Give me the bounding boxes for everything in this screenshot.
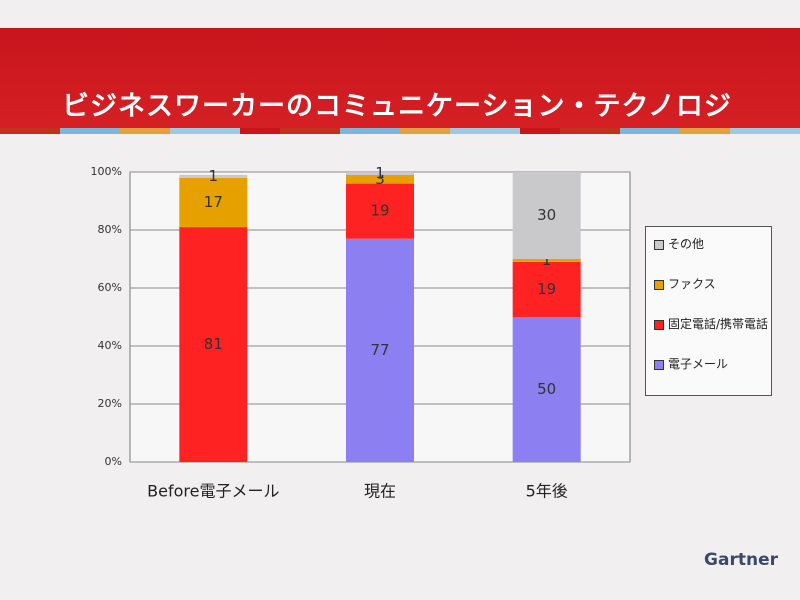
y-tick-label: 100% bbox=[91, 165, 122, 178]
data-label: 17 bbox=[204, 193, 223, 211]
legend-item: 電子メール bbox=[654, 357, 776, 372]
legend-item: 固定電話/携帯電話 bbox=[654, 317, 776, 332]
data-label: 19 bbox=[537, 280, 556, 298]
stripe bbox=[0, 128, 800, 134]
bar-segment bbox=[512, 259, 581, 262]
legend-label: その他 bbox=[668, 237, 705, 251]
bar-segment bbox=[346, 238, 414, 462]
logo: Gartner bbox=[704, 550, 778, 570]
legend-item: その他 bbox=[654, 237, 776, 252]
data-label: 81 bbox=[204, 335, 223, 353]
data-label: 30 bbox=[537, 206, 556, 224]
y-tick-label: 40% bbox=[98, 339, 122, 352]
x-tick-label: Before電子メール bbox=[147, 482, 279, 501]
bar-segment bbox=[512, 261, 581, 317]
legend-label: 電子メール bbox=[668, 357, 729, 371]
y-tick-label: 0% bbox=[105, 455, 122, 468]
data-label: 77 bbox=[370, 341, 389, 359]
data-label: 50 bbox=[537, 380, 556, 398]
legend-swatch bbox=[654, 280, 664, 290]
legend-swatch bbox=[654, 360, 664, 370]
y-tick-label: 80% bbox=[98, 223, 122, 236]
y-tick-label: 20% bbox=[98, 397, 122, 410]
x-tick-label: 5年後 bbox=[526, 482, 568, 501]
data-label: 19 bbox=[370, 202, 389, 220]
y-tick-label: 60% bbox=[98, 281, 122, 294]
bar-segment bbox=[346, 183, 414, 239]
bar-segment bbox=[179, 174, 248, 178]
data-label: 1 bbox=[375, 164, 385, 182]
bar-segment bbox=[346, 174, 414, 184]
bar-segment bbox=[346, 172, 414, 175]
x-tick-label: 現在 bbox=[364, 482, 396, 501]
legend-label: ファクス bbox=[668, 277, 716, 291]
bar-segment bbox=[512, 172, 581, 259]
bar-segment bbox=[179, 177, 248, 228]
bar-segment bbox=[179, 227, 248, 462]
data-label: 1 bbox=[542, 251, 552, 269]
data-label: 1 bbox=[209, 167, 219, 185]
legend-item: ファクス bbox=[654, 277, 776, 292]
legend-label: 固定電話/携帯電話 bbox=[668, 317, 769, 331]
bar-segment bbox=[512, 317, 581, 462]
data-label: 3 bbox=[375, 170, 385, 188]
header-band bbox=[0, 28, 800, 130]
legend-swatch bbox=[654, 320, 664, 330]
legend-swatch bbox=[654, 240, 664, 250]
legend: その他ファクス固定電話/携帯電話 電子メール bbox=[645, 226, 772, 396]
slide-title: ビジネスワーカーのコミュニケーション・テクノロジ bbox=[62, 91, 732, 122]
